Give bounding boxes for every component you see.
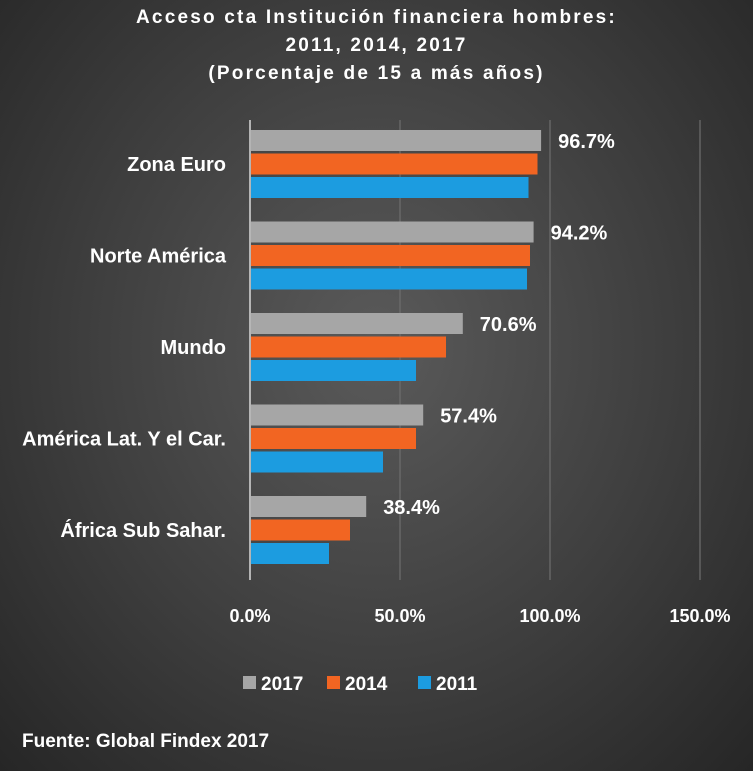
- category-label: África Sub Sahar.: [60, 519, 226, 542]
- title-line-2: 2011, 2014, 2017: [285, 35, 468, 56]
- data-label: 96.7%: [558, 131, 615, 153]
- bar-2011: [251, 360, 416, 381]
- category-label: Norte América: [90, 246, 227, 268]
- data-label: 94.2%: [551, 223, 608, 245]
- bar-2011: [251, 177, 529, 198]
- bar-2017: [251, 130, 542, 151]
- title-line-3: (Porcentaje de 15 a más años): [208, 63, 545, 84]
- legend-swatch-2014: [327, 676, 340, 689]
- legend-label: 2014: [345, 674, 388, 695]
- data-label: 57.4%: [440, 406, 497, 428]
- x-tick-label: 0.0%: [229, 606, 270, 626]
- bar-2017: [251, 313, 463, 334]
- bar-2011: [251, 268, 527, 290]
- category-label: Mundo: [160, 337, 226, 359]
- bar-2014: [251, 336, 446, 358]
- x-tick-label: 150.0%: [669, 606, 730, 626]
- bar-2014: [251, 153, 538, 175]
- source-note: Fuente: Global Findex 2017: [22, 731, 270, 752]
- bar-2017: [251, 221, 534, 243]
- bar-2011: [251, 543, 329, 564]
- x-tick-label: 100.0%: [519, 606, 580, 626]
- title-line-1: Acceso cta Institución financiera hombre…: [136, 7, 617, 28]
- legend-swatch-2011: [418, 676, 431, 689]
- legend-label: 2017: [261, 674, 303, 695]
- data-label: 38.4%: [383, 497, 440, 519]
- bar-2017: [251, 404, 424, 426]
- bar-2014: [251, 519, 350, 541]
- bar-2014: [251, 428, 416, 449]
- category-label: Zona Euro: [127, 154, 226, 176]
- data-label: 70.6%: [480, 314, 537, 336]
- legend-swatch-2017: [243, 676, 256, 689]
- bar-2017: [251, 496, 367, 517]
- chart-title: Acceso cta Institución financiera hombre…: [0, 4, 753, 88]
- x-tick-label: 50.0%: [374, 606, 425, 626]
- bar-2014: [251, 245, 530, 266]
- category-label: América Lat. Y el Car.: [22, 429, 226, 451]
- bar-2011: [251, 451, 383, 473]
- legend-label: 2011: [436, 674, 478, 695]
